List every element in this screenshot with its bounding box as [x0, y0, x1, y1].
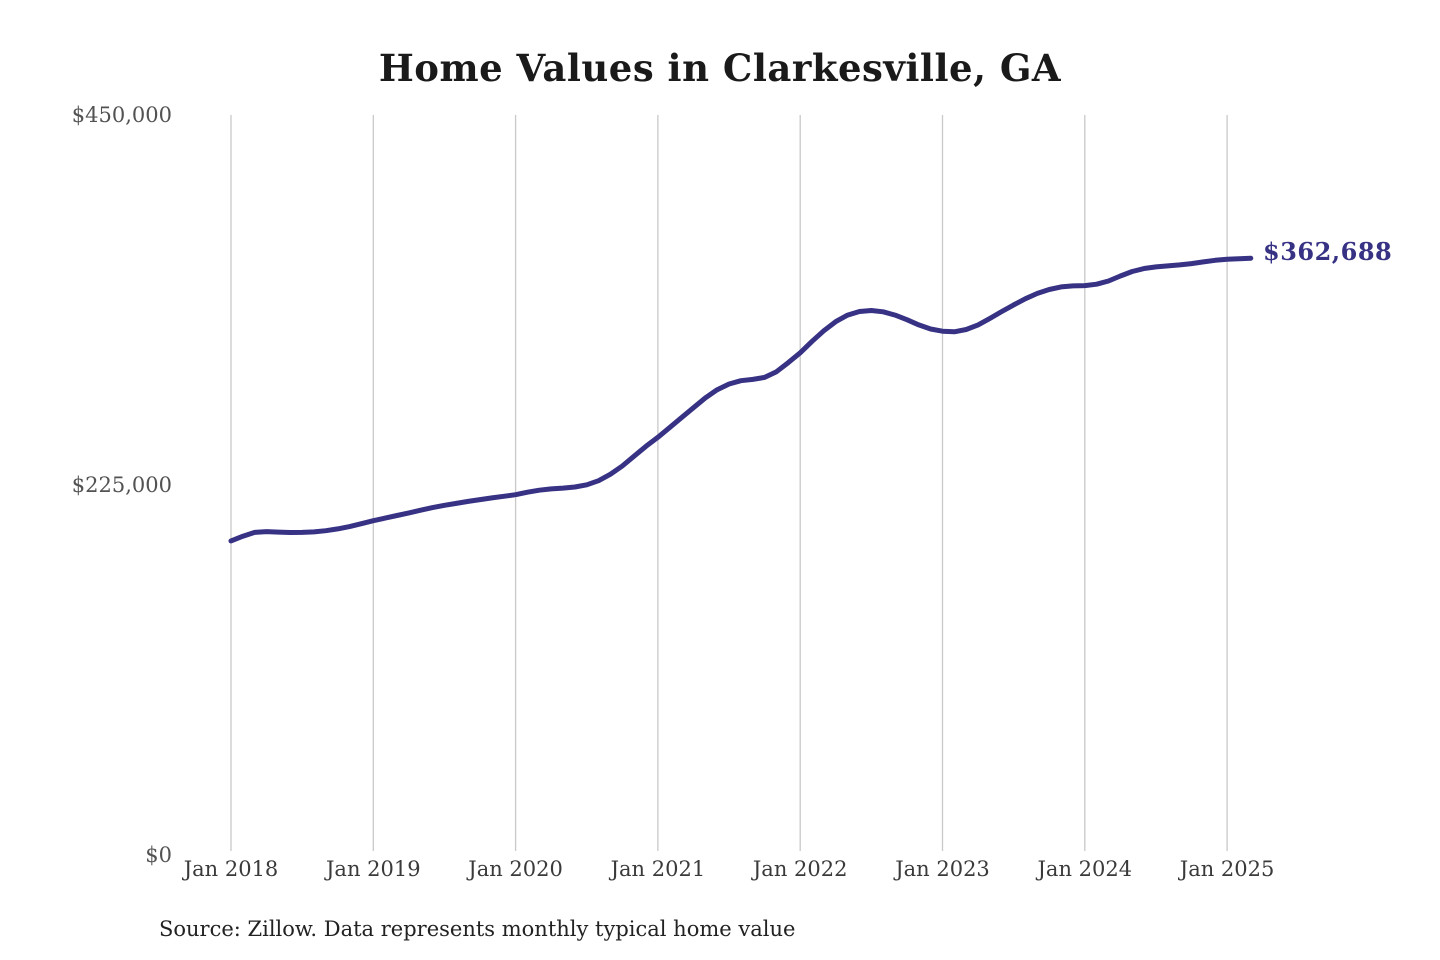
latest-value-label: $362,688: [1263, 237, 1393, 266]
x-axis-tick-label-2021: Jan 2021: [610, 857, 706, 881]
source-note: Source: Zillow. Data represents monthly …: [159, 917, 796, 941]
vertical-gridlines: [230, 115, 1228, 851]
x-axis-tick-label-2018: Jan 2018: [183, 857, 279, 881]
y-axis-tick-label-450k: $450,000: [71, 103, 172, 127]
home-value-line: [228, 255, 1254, 544]
y-axis-tick-label-0: $0: [145, 843, 172, 867]
x-axis-tick-label-2020: Jan 2020: [468, 857, 563, 881]
x-axis-tick-label-2019: Jan 2019: [326, 857, 421, 881]
x-axis-tick-label-2024: Jan 2024: [1037, 857, 1133, 881]
y-axis-tick-label-225k: $225,000: [71, 473, 172, 497]
x-axis-tick-label-2023: Jan 2023: [895, 857, 990, 881]
x-axis-tick-label-2025: Jan 2025: [1179, 857, 1275, 881]
chart-title: Home Values in Clarkesville, GA: [378, 46, 1062, 90]
x-axis-tick-label-2022: Jan 2022: [752, 857, 848, 881]
